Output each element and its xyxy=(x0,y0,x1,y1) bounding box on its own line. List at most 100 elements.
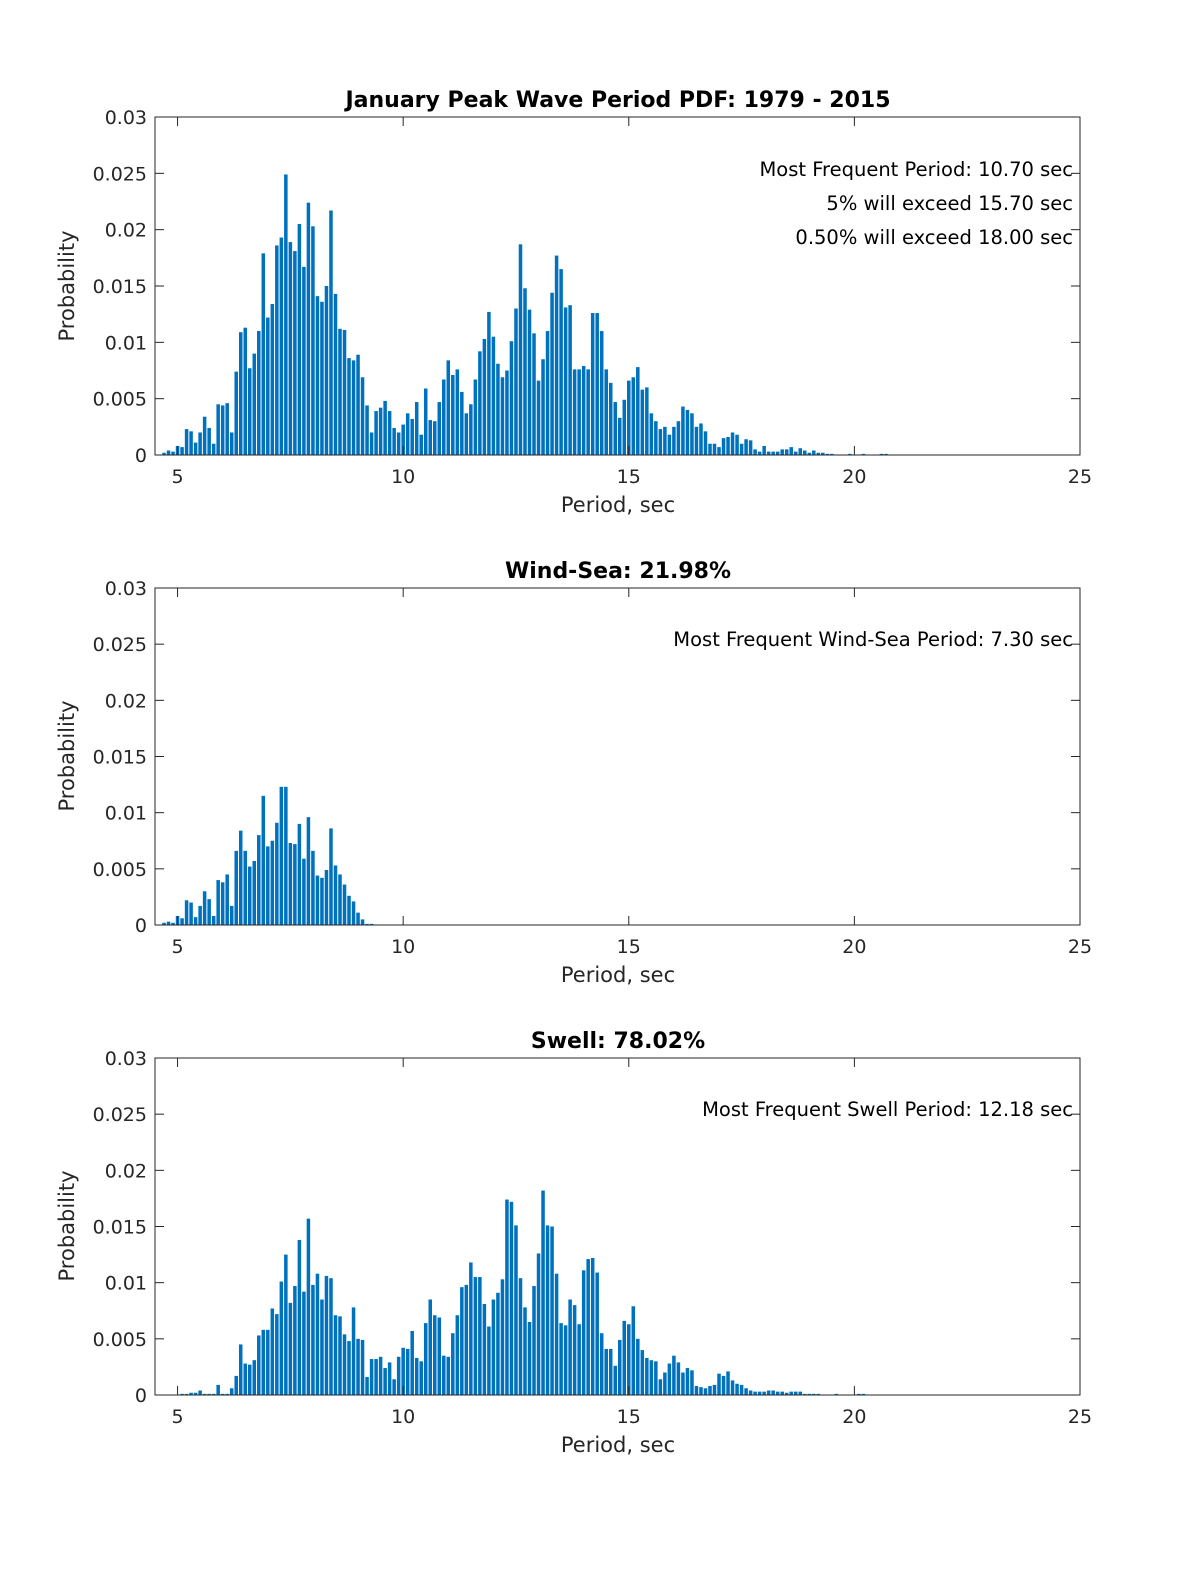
bar xyxy=(324,286,329,455)
bar xyxy=(717,1373,721,1395)
bar xyxy=(622,399,627,455)
bar xyxy=(437,402,442,455)
bar xyxy=(392,427,396,455)
bar xyxy=(690,413,694,455)
bar xyxy=(347,1341,351,1395)
bar xyxy=(518,244,523,455)
bar xyxy=(491,336,496,455)
bar xyxy=(563,307,568,455)
bar xyxy=(748,440,753,455)
bar xyxy=(762,445,766,455)
bar xyxy=(599,331,604,455)
bar xyxy=(442,379,446,455)
bar xyxy=(663,426,667,455)
bar xyxy=(437,1317,442,1395)
bar xyxy=(469,1262,473,1395)
bar xyxy=(198,905,202,925)
bar xyxy=(487,311,491,455)
bar xyxy=(631,377,636,455)
y-tick-label: 0.025 xyxy=(93,1104,147,1126)
bar xyxy=(857,1393,861,1395)
x-tick-label: 15 xyxy=(617,936,641,958)
bar xyxy=(225,874,229,925)
panel-3-y-tick-labels: 0 0.005 0.01 0.015 0.02 0.025 0.03 xyxy=(93,1048,147,1407)
bar xyxy=(360,377,365,455)
bar xyxy=(225,403,229,455)
bar xyxy=(220,1393,225,1395)
bar xyxy=(369,432,374,455)
bar xyxy=(482,338,487,455)
bar xyxy=(270,840,275,925)
bar xyxy=(694,426,699,455)
bar xyxy=(739,1384,744,1395)
panel-2-annotation: Most Frequent Wind-Sea Period: 7.30 sec xyxy=(673,628,1073,651)
y-tick-label: 0.03 xyxy=(105,1048,147,1070)
bar xyxy=(266,1329,270,1395)
bar xyxy=(798,448,802,455)
bar xyxy=(356,912,360,925)
bar xyxy=(238,332,243,455)
bar xyxy=(423,388,428,455)
bar xyxy=(315,875,320,925)
bar xyxy=(505,370,509,455)
panel-1-y-axis-label: Probability xyxy=(55,230,79,341)
bar xyxy=(721,1375,726,1395)
y-tick-label: 0 xyxy=(135,445,147,467)
bar xyxy=(509,341,514,455)
panel-3-ticks xyxy=(155,1057,1081,1396)
bar xyxy=(338,874,342,925)
bar xyxy=(658,429,663,455)
bar xyxy=(229,1388,234,1395)
bar xyxy=(645,1357,649,1395)
bar xyxy=(387,411,392,455)
y-tick-label: 0.005 xyxy=(93,859,147,881)
bar xyxy=(216,880,220,925)
panel-3-title: Swell: 78.02% xyxy=(531,1029,705,1054)
bar xyxy=(351,360,356,455)
bar xyxy=(681,406,685,455)
bar xyxy=(257,835,261,925)
bar xyxy=(320,877,324,925)
bar xyxy=(248,368,252,455)
bar xyxy=(604,1348,608,1395)
bar xyxy=(663,1372,667,1395)
panel-2-x-tick-labels: 5 10 15 20 25 xyxy=(172,936,1093,958)
bar xyxy=(198,432,202,455)
bar xyxy=(690,1370,694,1395)
bar xyxy=(414,1357,419,1395)
bar xyxy=(360,919,365,925)
bar xyxy=(780,1391,784,1395)
bar xyxy=(568,1299,572,1395)
bar xyxy=(586,1259,590,1395)
bar xyxy=(812,450,816,455)
bar xyxy=(622,1320,627,1395)
bar xyxy=(482,1304,487,1395)
bar xyxy=(311,850,315,925)
bar xyxy=(550,292,554,455)
bar xyxy=(667,1363,672,1395)
bar xyxy=(275,822,279,925)
x-tick-label: 15 xyxy=(617,466,641,488)
bar xyxy=(320,301,324,455)
panel-2-x-axis-label: Period, sec xyxy=(561,963,675,987)
x-tick-label: 20 xyxy=(842,466,866,488)
y-tick-label: 0 xyxy=(135,1385,147,1407)
bar xyxy=(333,1315,338,1395)
bar xyxy=(184,1393,189,1395)
bar xyxy=(816,1393,821,1395)
bar xyxy=(505,1199,509,1395)
bar xyxy=(207,427,211,455)
bar xyxy=(581,365,586,455)
bar xyxy=(238,1344,243,1395)
bar xyxy=(627,380,631,455)
bar xyxy=(577,1324,581,1395)
bar xyxy=(211,443,216,455)
bar xyxy=(423,1323,428,1395)
bar xyxy=(708,1386,712,1395)
bar xyxy=(654,421,658,455)
y-tick-label: 0.015 xyxy=(93,747,147,769)
bar xyxy=(193,1392,198,1395)
bar xyxy=(451,375,455,455)
bar xyxy=(180,1393,184,1395)
